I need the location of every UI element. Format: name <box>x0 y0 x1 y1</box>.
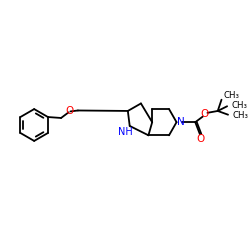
Text: O: O <box>66 106 74 117</box>
Text: N: N <box>177 117 185 127</box>
Text: NH: NH <box>118 126 132 136</box>
Text: CH₃: CH₃ <box>232 101 248 110</box>
Text: O: O <box>200 109 209 119</box>
Text: O: O <box>197 134 205 144</box>
Text: CH₃: CH₃ <box>233 111 249 120</box>
Text: CH₃: CH₃ <box>223 90 239 100</box>
